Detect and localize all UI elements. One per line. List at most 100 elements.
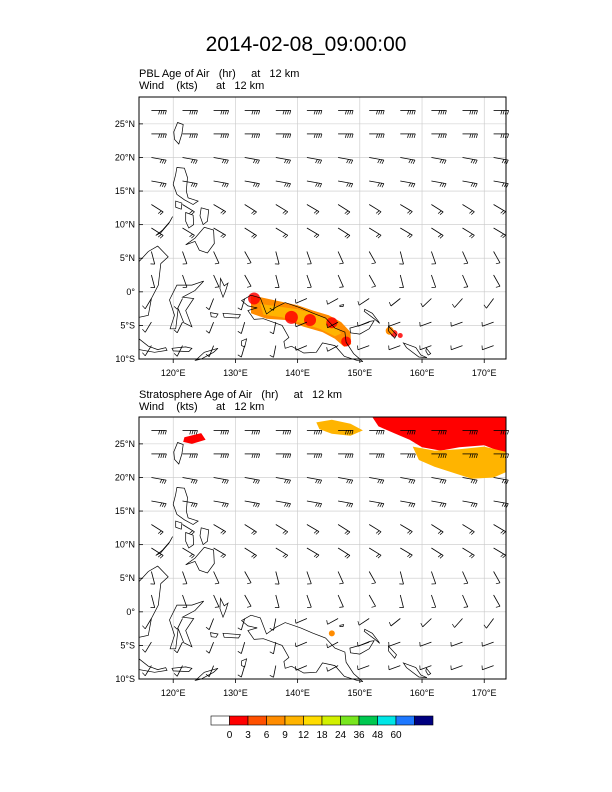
wind-barb-feather [319, 159, 323, 164]
wind-barb [295, 618, 308, 624]
wind-barb-feather [222, 430, 225, 435]
wind-barb-feather [282, 430, 285, 435]
wind-barb [273, 298, 277, 311]
wind-barb-feather [377, 479, 380, 484]
wind-barb-feather [475, 479, 478, 484]
wind-barb-feather [158, 430, 161, 435]
wind-barb-feather [507, 110, 509, 115]
wind-barb-feather [379, 503, 383, 508]
wind-barb-feather [162, 133, 165, 139]
lat-tick-label: 0° [126, 287, 135, 297]
wind-barb-feather [159, 211, 164, 215]
wind-barb-feather [192, 159, 196, 164]
wind-barb-feather [344, 530, 349, 534]
shade-spot [326, 317, 338, 329]
wind-barb-feather [315, 554, 320, 559]
wind-barb-feather [224, 133, 227, 139]
wind-barb [493, 227, 506, 236]
wind-barb-feather [164, 110, 167, 115]
lon-tick-label: 170°E [472, 368, 497, 378]
wind-barb-feather [506, 159, 509, 164]
wind-barb-feather [313, 430, 316, 435]
lat-tick-label: 5°S [120, 640, 135, 650]
wind-barb-feather [495, 605, 501, 608]
wind-barb [337, 274, 344, 288]
coastline [363, 628, 381, 644]
wind-barb-feather [380, 133, 383, 139]
wind-barb-feather [444, 430, 447, 435]
wind-barb-feather [162, 430, 165, 435]
wind-barb-feather [258, 430, 261, 435]
wind-barb-feather [227, 453, 229, 459]
wind-barb [244, 594, 252, 607]
colorbar-box [284, 715, 304, 726]
wind-barb-feather [346, 159, 349, 164]
wind-barb [244, 227, 257, 236]
wind-barb [337, 204, 351, 213]
wind-barb-feather [251, 133, 254, 139]
wind-barb [431, 547, 444, 556]
wind-barb-feather [255, 110, 258, 115]
wind-barb-feather [388, 621, 392, 627]
wind-barb [244, 524, 257, 533]
wind-barb [431, 524, 444, 533]
colorbar-label: 36 [353, 730, 365, 741]
wind-barb-feather [251, 210, 255, 214]
wind-barb [337, 524, 351, 533]
wind-barb [400, 204, 413, 212]
wind-barb-feather [346, 555, 351, 559]
wind-barb-feather [313, 110, 316, 115]
wind-barb-feather [346, 531, 351, 535]
wind-barb-feather [295, 642, 297, 647]
wind-barb [244, 547, 257, 556]
wind-barb [275, 594, 280, 608]
coastline [241, 658, 248, 668]
wind-barb-feather [502, 110, 505, 115]
wind-barb-feather [351, 133, 354, 139]
wind-barb [306, 274, 312, 288]
wind-barb-feather [282, 233, 287, 238]
wind-barb-feather [375, 233, 380, 238]
wind-barb-feather [502, 211, 506, 215]
wind-barb-feather [159, 159, 163, 164]
wind-barb-feather [412, 159, 416, 164]
wind-barb [244, 251, 252, 263]
wind-barb-feather [220, 133, 223, 139]
wind-barb [151, 251, 156, 265]
coastline [155, 216, 173, 236]
wind-barb-feather [237, 651, 242, 654]
wind-barb [431, 571, 437, 584]
wind-barb-feather [500, 233, 504, 238]
lat-tick-label: 10°N [115, 540, 135, 550]
wind-barb [368, 251, 376, 263]
wind-barb-feather [507, 453, 509, 459]
wind-barb-feather [471, 453, 474, 459]
wind-barb-feather [192, 479, 196, 484]
wind-barb [306, 524, 320, 532]
wind-barb-feather [284, 182, 287, 187]
wind-barb [306, 594, 312, 608]
wind-barb [422, 298, 432, 308]
wind-barb [486, 298, 494, 309]
lat-tick-label: 10°N [115, 220, 135, 230]
wind-barb-feather [313, 133, 316, 139]
coastline [175, 520, 183, 530]
wind-barb-feather [318, 133, 321, 139]
wind-barb-feather [226, 479, 229, 484]
wind-barb-feather [344, 234, 349, 238]
colorbar: 0 3 6 9 12 18 24 36 48 60 [210, 715, 434, 741]
wind-barb-feather [408, 479, 412, 484]
wind-barb-feather [346, 211, 351, 215]
wind-barb-feather [224, 453, 227, 459]
wind-barb-feather [160, 453, 163, 459]
wind-barb-feather [205, 353, 210, 357]
wind-barb-feather [221, 502, 225, 507]
wind-barb [327, 641, 339, 649]
wind-barb-feather [295, 322, 297, 327]
wind-barb [213, 571, 220, 584]
wind-barb [486, 618, 494, 629]
wind-barb [295, 641, 308, 648]
wind-barb-feather [287, 110, 289, 115]
wind-barb-feather [214, 582, 220, 585]
wind-barb-feather [191, 235, 195, 239]
